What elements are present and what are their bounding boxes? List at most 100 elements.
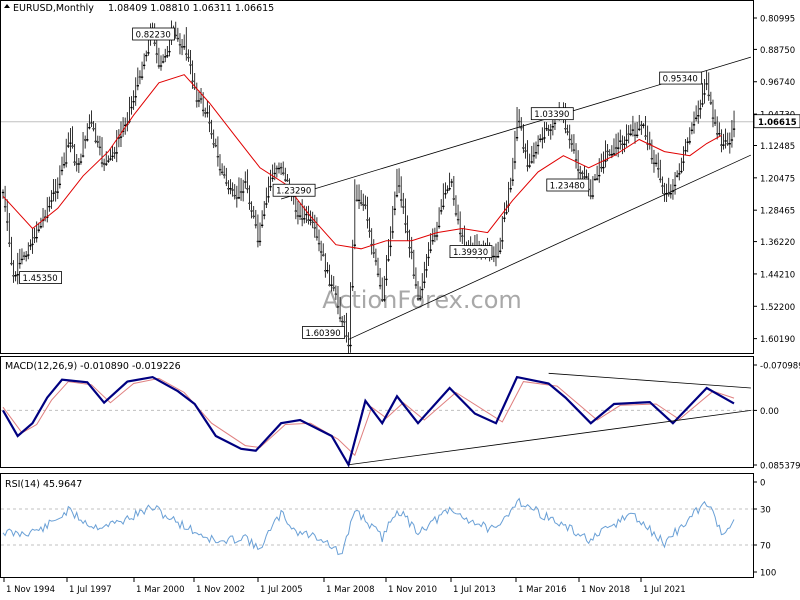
candle [671,178,675,200]
candle [646,125,649,151]
candle-body [406,231,409,233]
candle-body [389,245,392,248]
candle [37,222,40,233]
candle-body [39,226,43,228]
candle [657,152,660,178]
candle-body [237,197,241,199]
candle [654,154,658,167]
price-axis: 1.60190 1.52200 1.44210 1.36220 1.28465 1.204… [753,15,800,345]
annotation-box [19,271,62,284]
candle-body [393,208,397,210]
candle-body [145,54,148,57]
candle-body [526,165,529,167]
annotation-box [132,27,175,41]
candle-body [402,206,405,208]
candle-body [1,191,5,194]
macd-trendline [548,372,751,389]
time-axis: 1 Nov 1994 1 Jul 1997 1 Mar 2000 1 Nov 2002… [3,578,686,595]
candle-body [301,218,304,220]
price-layer [1,20,753,353]
candle [319,240,323,261]
candle [404,198,407,234]
candle-body [568,138,571,141]
candle-body [699,108,702,110]
candle-body [732,128,736,130]
candle-body [509,188,512,190]
candle-body [294,210,297,212]
candle [711,99,715,128]
candle [305,206,308,223]
candle [541,127,544,149]
candle [532,142,536,164]
candle-body [27,254,30,256]
candle [579,165,582,181]
candle [576,150,580,179]
candle [549,123,552,140]
candle-body [185,53,188,55]
candle-body [701,103,704,105]
candle [397,168,401,194]
time-tick-label: 1 Mar 2008 [326,585,374,595]
candle [62,152,66,169]
candle [180,39,184,56]
price-tick-label: 1.36220 [760,238,795,248]
candle-body [309,219,312,221]
candle-body [395,195,399,197]
candle-body [75,163,78,165]
candle-body [313,227,316,229]
candle [732,110,736,138]
candle [568,124,571,149]
rsi-line [2,497,735,556]
candle-body [680,170,683,173]
candle-body [88,127,91,129]
candle-body [8,242,11,244]
candle-body [233,194,236,197]
time-tick-label: 1 Mar 2016 [518,585,566,595]
candle-body [574,159,578,161]
price-tick-label: 1.12485 [760,142,795,152]
candle [372,239,375,259]
candle-body [669,193,672,195]
candle [625,124,628,147]
annotation-box [272,183,316,197]
candle-body [452,198,455,200]
candle [107,155,110,163]
candle [185,27,188,61]
candle-body [524,150,527,152]
candle-body [214,145,217,147]
candle-body [682,161,685,163]
candle [585,169,588,179]
candle [56,177,59,200]
candle [408,229,411,258]
candle [697,100,700,124]
candle-body [686,141,689,143]
price-annotation: 0.82230 [132,27,175,41]
candle-body [189,64,192,66]
candle [433,227,437,243]
candle-body [576,169,580,171]
candle-body [499,250,502,252]
collapse-triangle-icon [4,4,10,8]
time-tick-label: 1 Mar 2000 [136,585,184,595]
candle-body [353,244,356,246]
candle-body [115,152,118,154]
candle-body [16,274,19,276]
candle-body [551,126,555,128]
candle-body [600,166,603,169]
candle [595,165,599,181]
candle [212,129,215,149]
candle-body [153,42,156,44]
rsi-pane-frame [0,473,754,578]
candle-body [416,298,420,300]
candle [322,243,325,257]
candle [216,136,220,167]
candle [65,138,68,168]
candle-body [77,163,80,165]
candle-body [536,144,540,147]
candle-body [336,306,340,308]
candle-body [387,259,390,261]
candle [166,45,169,58]
candle [8,212,11,248]
annotation-label: 1.23480 [550,182,585,192]
